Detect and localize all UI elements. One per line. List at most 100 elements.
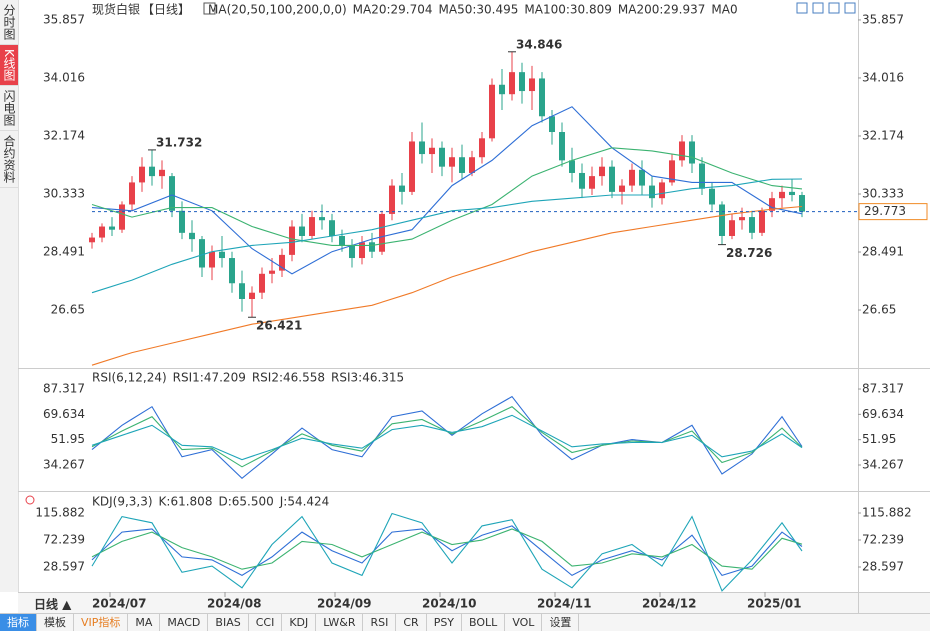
last-price-label: 29.773	[864, 204, 906, 218]
y-tick-label: 69.634	[862, 407, 904, 421]
candle-body	[769, 198, 775, 211]
candle-body	[599, 166, 605, 177]
candle-body	[379, 213, 385, 252]
candle-body	[589, 176, 595, 189]
candle-body	[389, 185, 395, 214]
candle-body	[309, 217, 315, 236]
y-tick-label: 51.95	[862, 432, 896, 446]
candle-body	[259, 273, 265, 293]
x-tick-label: 2024/07	[92, 597, 146, 611]
legend-entry: MA100:30.809	[524, 3, 612, 17]
y-tick-label: 51.95	[51, 432, 85, 446]
candle-body	[799, 195, 805, 212]
series-line	[91, 414, 803, 461]
candle-body	[399, 185, 405, 192]
y-tick-label: 69.634	[43, 407, 85, 421]
period: 【日线】	[142, 3, 190, 17]
window-icons[interactable]	[796, 2, 856, 14]
y-tick-label: 26.65	[51, 303, 85, 317]
candle-body	[339, 235, 345, 246]
y-tick-label: 35.857	[862, 12, 904, 26]
y-tick-label: 87.317	[862, 382, 904, 396]
toolbar-item[interactable]: CCI	[249, 614, 283, 631]
toolbar-item[interactable]: VIP指标	[74, 614, 129, 631]
x-axis-bg	[18, 592, 930, 613]
checkbox[interactable]	[203, 2, 216, 15]
chart: 35.857 35.857 34.016 34.016 32.174 32.174 30.3…	[18, 0, 930, 613]
settings-icon[interactable]	[25, 495, 35, 505]
y-tick-label: 35.857	[43, 12, 85, 26]
toolbar-item[interactable]: BOLL	[462, 614, 506, 631]
toolbar-item[interactable]: PSY	[427, 614, 463, 631]
toolbar-item[interactable]: MACD	[160, 614, 209, 631]
candle-body	[779, 191, 785, 199]
x-tick-label: 2024/12	[642, 597, 696, 611]
candle-body	[539, 78, 545, 117]
candle-body	[759, 210, 765, 233]
toolbar-item[interactable]: CR	[396, 614, 427, 631]
legend-entry: J:54.424	[279, 495, 330, 509]
y-tick-label: 28.597	[862, 560, 904, 574]
panel-title: RSI(6,12,24)	[92, 371, 167, 385]
candle-body	[349, 245, 355, 259]
candle-body	[669, 160, 675, 183]
sidebar-tab[interactable]: 闪电图	[0, 86, 18, 131]
candle-body	[639, 169, 645, 186]
y-tick-label: 34.016	[43, 70, 85, 84]
candle-body	[549, 116, 555, 133]
candle-body	[149, 166, 155, 177]
candle-body	[469, 157, 475, 173]
toolbar-item[interactable]: 模板	[37, 614, 74, 631]
x-tick-label: 2024/11	[537, 597, 591, 611]
candle-body	[209, 251, 215, 268]
y-tick-label: 34.267	[43, 457, 85, 471]
candle-body	[219, 251, 225, 259]
series-line	[91, 525, 803, 577]
candle-body	[459, 157, 465, 173]
legend-entry: K:61.808	[159, 495, 213, 509]
toolbar-item[interactable]: RSI	[363, 614, 397, 631]
sidebar-tab[interactable]: 分时图	[0, 0, 18, 45]
candle-body	[609, 166, 615, 192]
y-tick-label: 32.174	[43, 128, 85, 142]
candle-body	[189, 232, 195, 240]
y-tick-label: 28.597	[43, 560, 85, 574]
candle-body	[649, 185, 655, 199]
toolbar-item[interactable]: 设置	[542, 614, 580, 631]
toolbar-item[interactable]: MA	[128, 614, 161, 631]
icon[interactable]	[828, 2, 840, 14]
series-line	[91, 178, 803, 294]
toolbar-item[interactable]: 指标	[0, 614, 37, 631]
candle-body	[329, 220, 335, 236]
candle-body	[509, 72, 515, 95]
panel-title: KDJ(9,3,3)	[92, 495, 153, 509]
toolbar-item[interactable]: VOL	[505, 614, 543, 631]
candle-body	[129, 182, 135, 205]
icon[interactable]	[844, 2, 856, 14]
y-tick-label: 32.174	[862, 128, 904, 142]
x-tick-label: 2025/01	[747, 597, 801, 611]
candle-body	[269, 270, 275, 274]
legend-entry: MA0	[711, 3, 737, 17]
candle-body	[489, 84, 495, 139]
legend-entry: MA200:29.937	[618, 3, 706, 17]
toolbar-item[interactable]: KDJ	[282, 614, 317, 631]
candle-body	[369, 242, 375, 252]
candle-body	[199, 239, 205, 268]
candle-body	[289, 226, 295, 255]
candle-body	[409, 141, 415, 192]
icon[interactable]	[812, 2, 824, 14]
toolbar-item[interactable]: LW&R	[316, 614, 364, 631]
icon[interactable]	[796, 2, 808, 14]
x-tick-label: 2024/10	[422, 597, 476, 611]
legend-entry: MA50:30.495	[439, 3, 519, 17]
sidebar-tab[interactable]: K线图	[0, 45, 18, 86]
candle-body	[519, 72, 525, 92]
y-tick-label: 26.65	[862, 303, 896, 317]
toolbar-item[interactable]: BIAS	[208, 614, 249, 631]
sidebar-tab[interactable]: 合约资料	[0, 131, 18, 188]
candle-body	[439, 147, 445, 167]
candle-body	[559, 132, 565, 161]
annotation: 26.421	[256, 319, 302, 333]
